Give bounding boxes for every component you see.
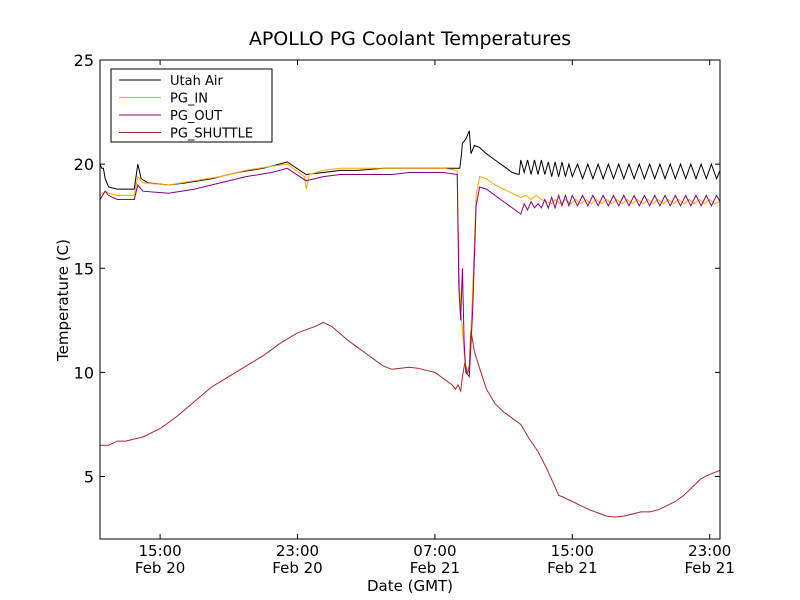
x-tick-label-time: 07:00: [413, 542, 456, 560]
x-tick-label-date: Feb 20: [135, 559, 185, 577]
legend-label: PG_IN: [170, 92, 208, 107]
x-tick-label-date: Feb 20: [272, 559, 322, 577]
legend-label: Utah Air: [170, 74, 223, 89]
y-tick-label: 15: [74, 259, 94, 278]
x-tick-label-time: 23:00: [688, 542, 731, 560]
x-tick-label-time: 15:00: [551, 542, 594, 560]
series-line-pg-in: [100, 163, 720, 375]
series-line-utah-air: [100, 130, 720, 190]
legend-label: PG_SHUTTLE: [170, 127, 253, 142]
x-axis-label: Date (GMT): [367, 577, 453, 595]
legend-box: [110, 68, 273, 143]
y-tick-label: 5: [84, 468, 94, 487]
legend-label: PG_OUT: [170, 109, 222, 124]
x-tick-label-date: Feb 21: [410, 559, 460, 577]
y-tick-label: 20: [74, 155, 94, 174]
legend: Utah Air PG_IN PG_OUT PG_SHUTTLE: [110, 68, 273, 143]
series-line-pg-out: [100, 167, 720, 378]
x-tick-label-time: 23:00: [276, 542, 319, 560]
y-tick-label: 25: [74, 51, 94, 70]
x-tick-label-time: 15:00: [138, 542, 181, 560]
x-tick-label-date: Feb 21: [547, 559, 597, 577]
series-line-pg-shuttle: [100, 321, 720, 518]
y-axis-label: Temperature (C): [54, 239, 72, 362]
y-tick-label: 10: [74, 363, 94, 382]
chart-title: APOLLO PG Coolant Temperatures: [249, 28, 571, 50]
plot-frame: [99, 59, 721, 540]
x-tick-label-date: Feb 21: [684, 559, 734, 577]
series-layer: [100, 130, 720, 518]
